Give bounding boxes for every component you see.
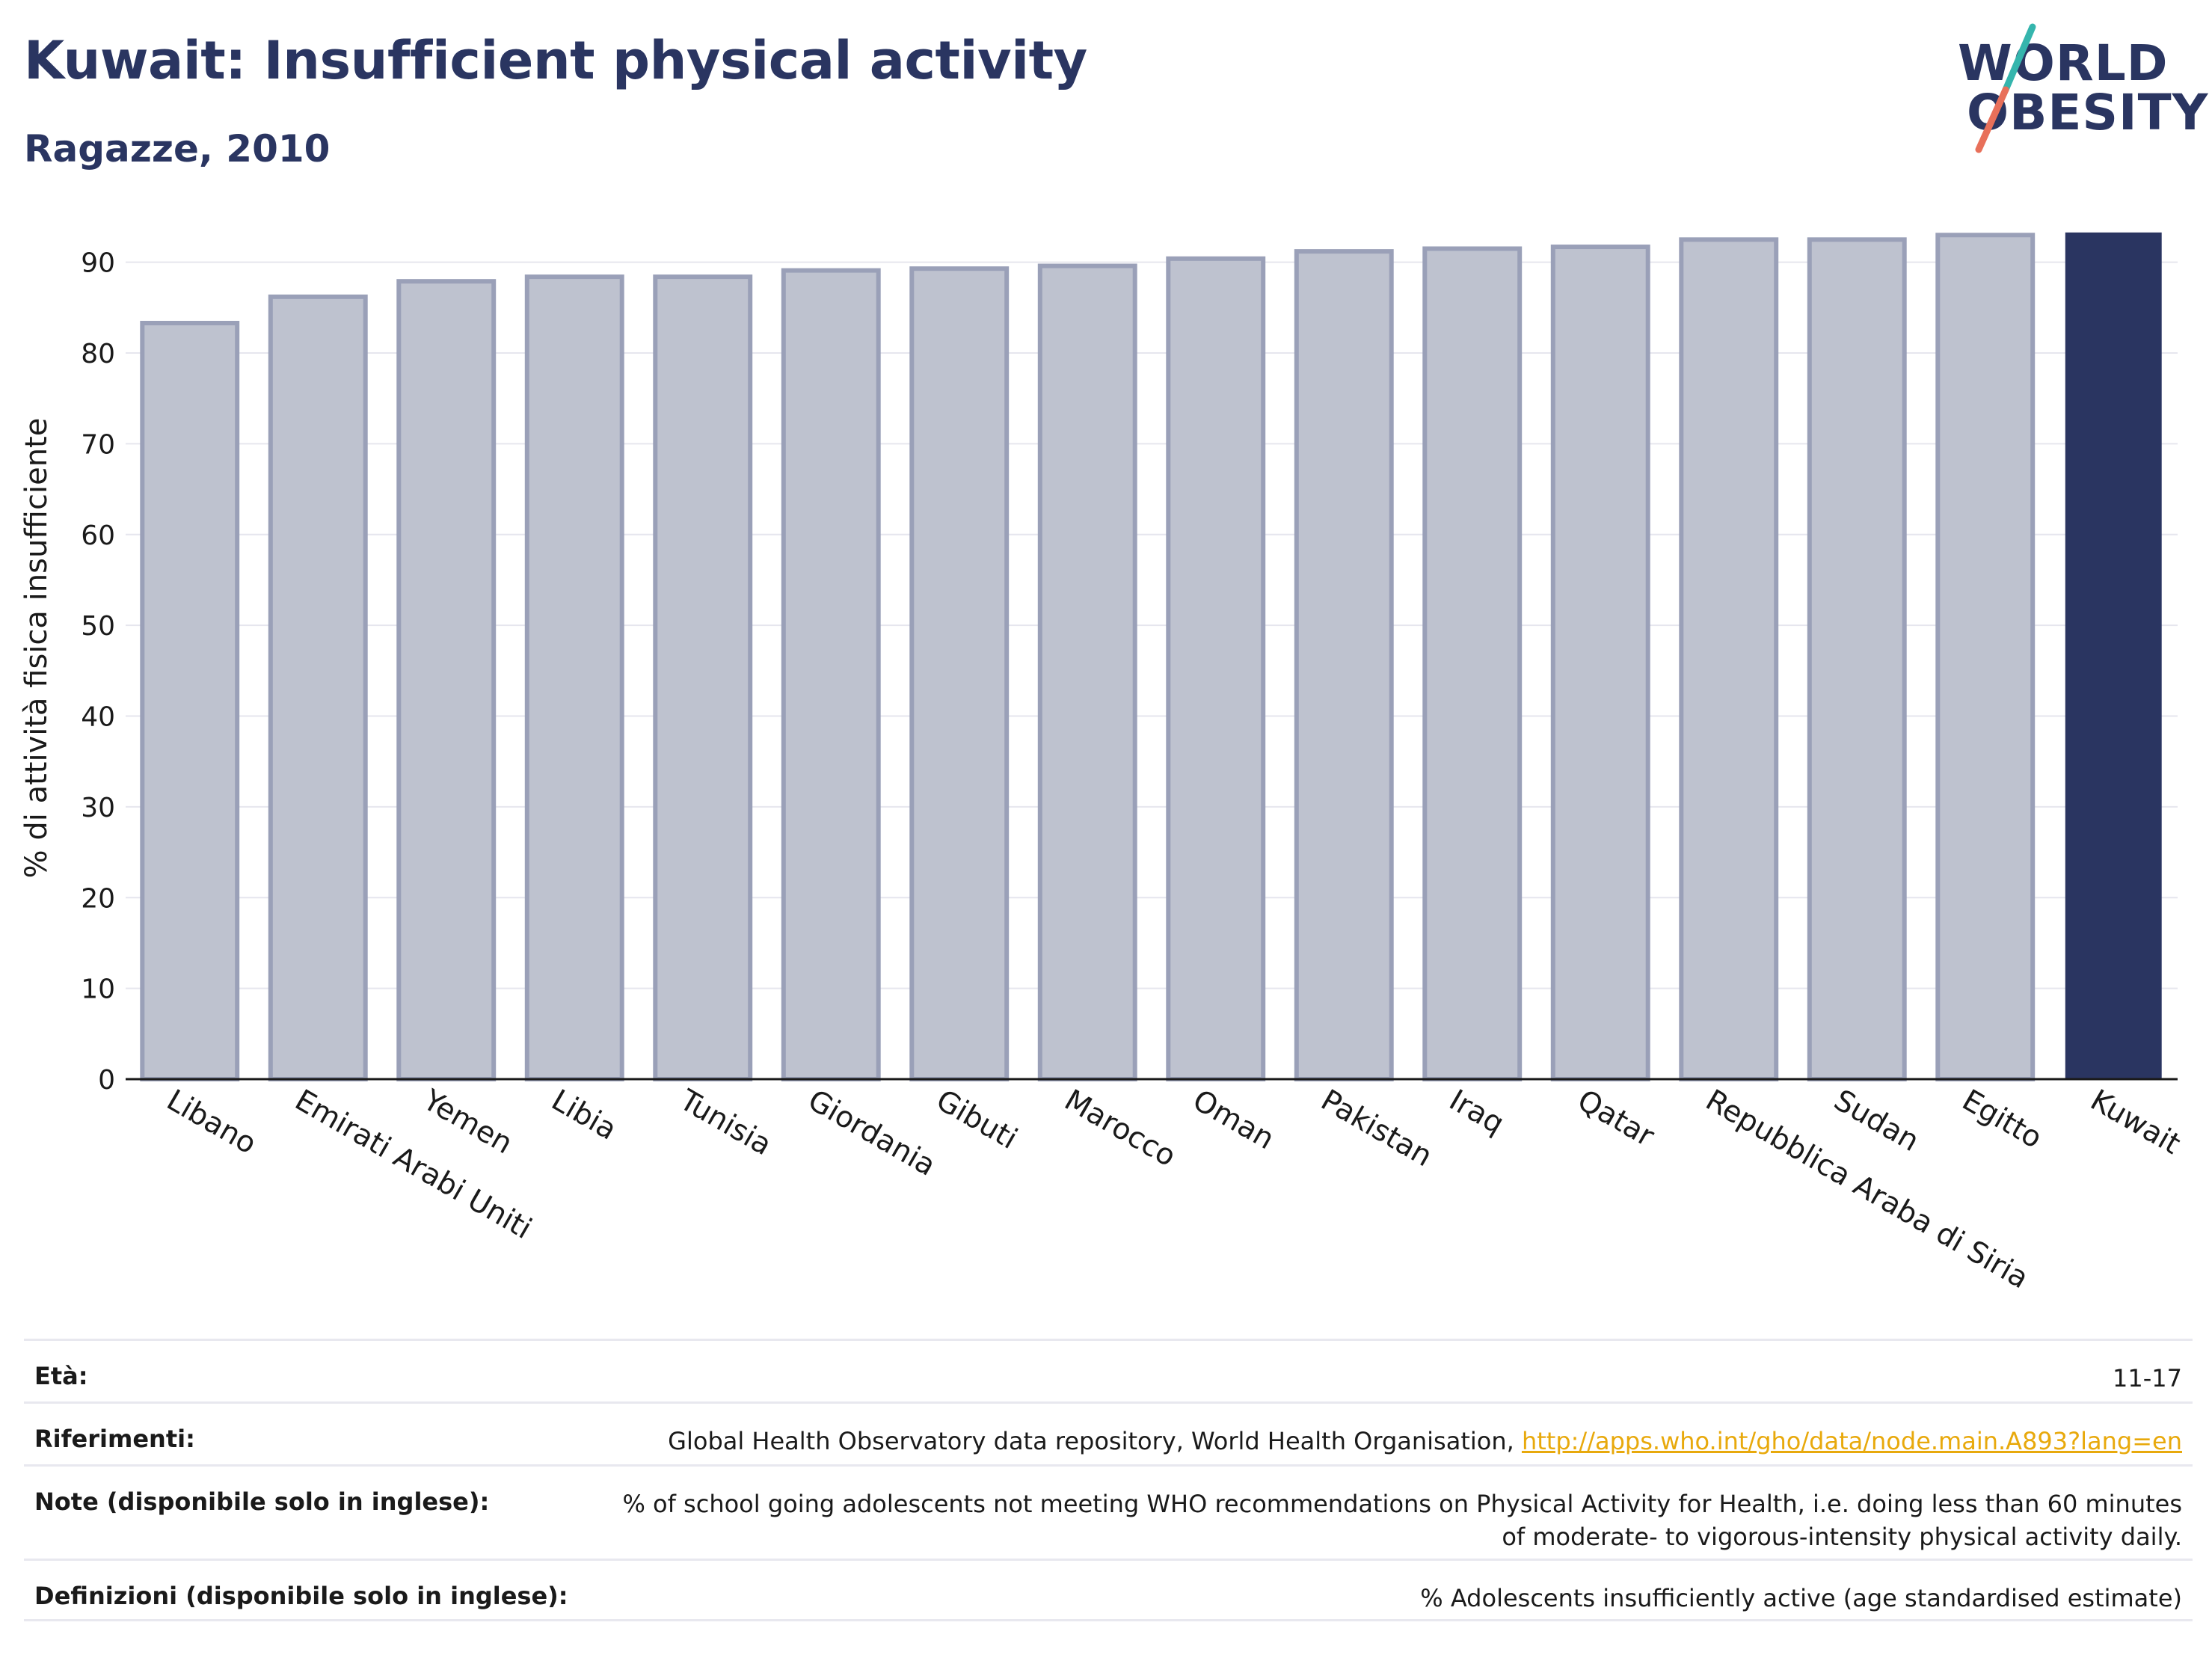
y-tick-label: 20 (81, 883, 115, 914)
x-tick-label: Pakistan (1315, 1084, 1438, 1174)
bar-egitto (1935, 233, 2036, 1081)
logo-slash-icon (1975, 23, 2036, 153)
x-tick-label: Qatar (1572, 1084, 1660, 1154)
x-tick-label: Marocco (1059, 1084, 1182, 1174)
bar-giordania (781, 268, 881, 1081)
meta-key: Definizioni (disponibile solo in inglese… (34, 1582, 568, 1610)
meta-key: Note (disponibile solo in inglese): (34, 1487, 490, 1516)
bar-yemen (396, 279, 497, 1081)
bar-qatar (1550, 245, 1650, 1081)
y-tick-label: 30 (81, 793, 115, 823)
y-tick-label: 60 (81, 521, 115, 551)
world-obesity-logo: WORLD OBESITY (1944, 21, 2208, 163)
bar-tunisia (653, 274, 753, 1081)
references-text: Global Health Observatory data repositor… (668, 1427, 1522, 1455)
bars (140, 232, 2162, 1081)
bar-kuwait (2065, 232, 2162, 1080)
references-link[interactable]: http://apps.who.int/gho/data/node.main.A… (1521, 1427, 2182, 1455)
x-tick-label: Yemen (417, 1083, 517, 1161)
metadata-table: Età: 11-17 Riferimenti: Global Health Ob… (24, 1339, 2193, 1621)
meta-value: % of school going adolescents not meetin… (622, 1490, 2182, 1551)
meta-row-age: Età: 11-17 (24, 1339, 2193, 1401)
y-tick-label: 80 (81, 339, 115, 369)
chart-subtitle: Ragazze, 2010 (24, 127, 331, 171)
y-tick-label: 70 (81, 429, 115, 460)
meta-value: Global Health Observatory data repositor… (668, 1425, 2182, 1458)
bar-gibuti (909, 266, 1010, 1081)
x-tick-label: Kuwait (2085, 1084, 2186, 1161)
x-tick-label: Giordania (802, 1084, 941, 1183)
y-axis-label: % di attività fisica insufficiente (19, 418, 54, 879)
y-tick-label: 50 (81, 611, 115, 642)
y-tick-label: 90 (81, 248, 115, 279)
x-tick-label: Emirati Arabi Uniti (289, 1084, 537, 1246)
bar-repubblica-araba-di-siria (1679, 237, 1779, 1081)
meta-key: Età: (34, 1362, 88, 1390)
meta-value: 11-17 (2113, 1364, 2182, 1393)
logo-line-1: WORLD (1958, 34, 2169, 92)
meta-row-notes: Note (disponibile solo in inglese): % of… (24, 1464, 2193, 1559)
bar-oman (1166, 256, 1266, 1081)
x-tick-label: Egitto (1956, 1084, 2047, 1155)
meta-value: % Adolescents insufficiently active (age… (1420, 1584, 2182, 1612)
bar-sudan (1807, 237, 1907, 1081)
x-tick-label: Iraq (1443, 1084, 1509, 1141)
x-tick-label: Oman (1187, 1084, 1279, 1157)
chart-title: Kuwait: Insufficient physical activity (24, 30, 1087, 91)
x-tick-label: Libano (161, 1084, 262, 1161)
y-tick-label: 40 (81, 702, 115, 733)
x-tick-label: Sudan (1828, 1084, 1925, 1158)
bar-libia (524, 274, 624, 1081)
bar-libano (140, 321, 240, 1081)
x-tick-label: Tunisia (673, 1083, 777, 1162)
y-tick-label: 10 (81, 974, 115, 1005)
meta-row-references: Riferimenti: Global Health Observatory d… (24, 1401, 2193, 1464)
x-tick-label: Libia (546, 1084, 622, 1147)
bar-pakistan (1294, 249, 1394, 1081)
x-tick-label: Gibuti (930, 1084, 1023, 1156)
y-tick-labels: 0 10 20 30 40 50 60 70 80 90 (81, 248, 115, 1096)
bar-iraq (1422, 246, 1523, 1081)
bar-chart: 0 10 20 30 40 50 60 70 80 90 Libano Emirati Arabi … (19, 232, 2186, 1296)
y-tick-label: 0 (98, 1065, 115, 1096)
bar-emirati-arabi-uniti (268, 294, 368, 1081)
meta-key: Riferimenti: (34, 1425, 195, 1453)
meta-row-definitions: Definizioni (disponibile solo in inglese… (24, 1559, 2193, 1621)
bar-marocco (1037, 263, 1137, 1081)
